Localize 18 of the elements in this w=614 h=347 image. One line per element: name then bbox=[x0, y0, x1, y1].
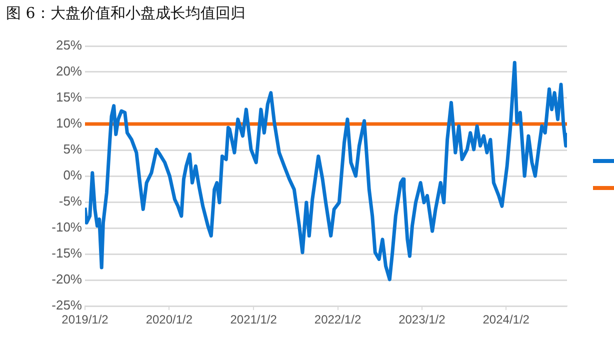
y-tick-label: 20% bbox=[56, 64, 82, 79]
y-tick-label: 5% bbox=[63, 142, 82, 157]
x-tick-label: 2023/1/2 bbox=[398, 312, 446, 327]
x-tick-label: 2021/1/2 bbox=[230, 312, 278, 327]
y-tick-label: 15% bbox=[56, 90, 82, 105]
y-tick-label: 25% bbox=[56, 38, 82, 53]
y-tick-label: -25% bbox=[52, 298, 82, 313]
y-tick-label: -10% bbox=[52, 220, 82, 235]
y-tick-label: -5% bbox=[58, 194, 82, 209]
y-tick-label: 0% bbox=[63, 168, 82, 183]
x-tick-label: 2024/1/2 bbox=[482, 312, 530, 327]
y-tick-label: -15% bbox=[52, 246, 82, 261]
y-tick-label: 10% bbox=[56, 116, 82, 131]
chart-title: 图 6：大盘价值和小盘成长均值回归 bbox=[6, 4, 246, 23]
x-tick-label: 2019/1/2 bbox=[62, 312, 109, 327]
x-tick-label: 2022/1/2 bbox=[314, 312, 362, 327]
y-tick-label: -20% bbox=[52, 272, 82, 287]
x-tick-label: 2020/1/2 bbox=[146, 312, 193, 327]
